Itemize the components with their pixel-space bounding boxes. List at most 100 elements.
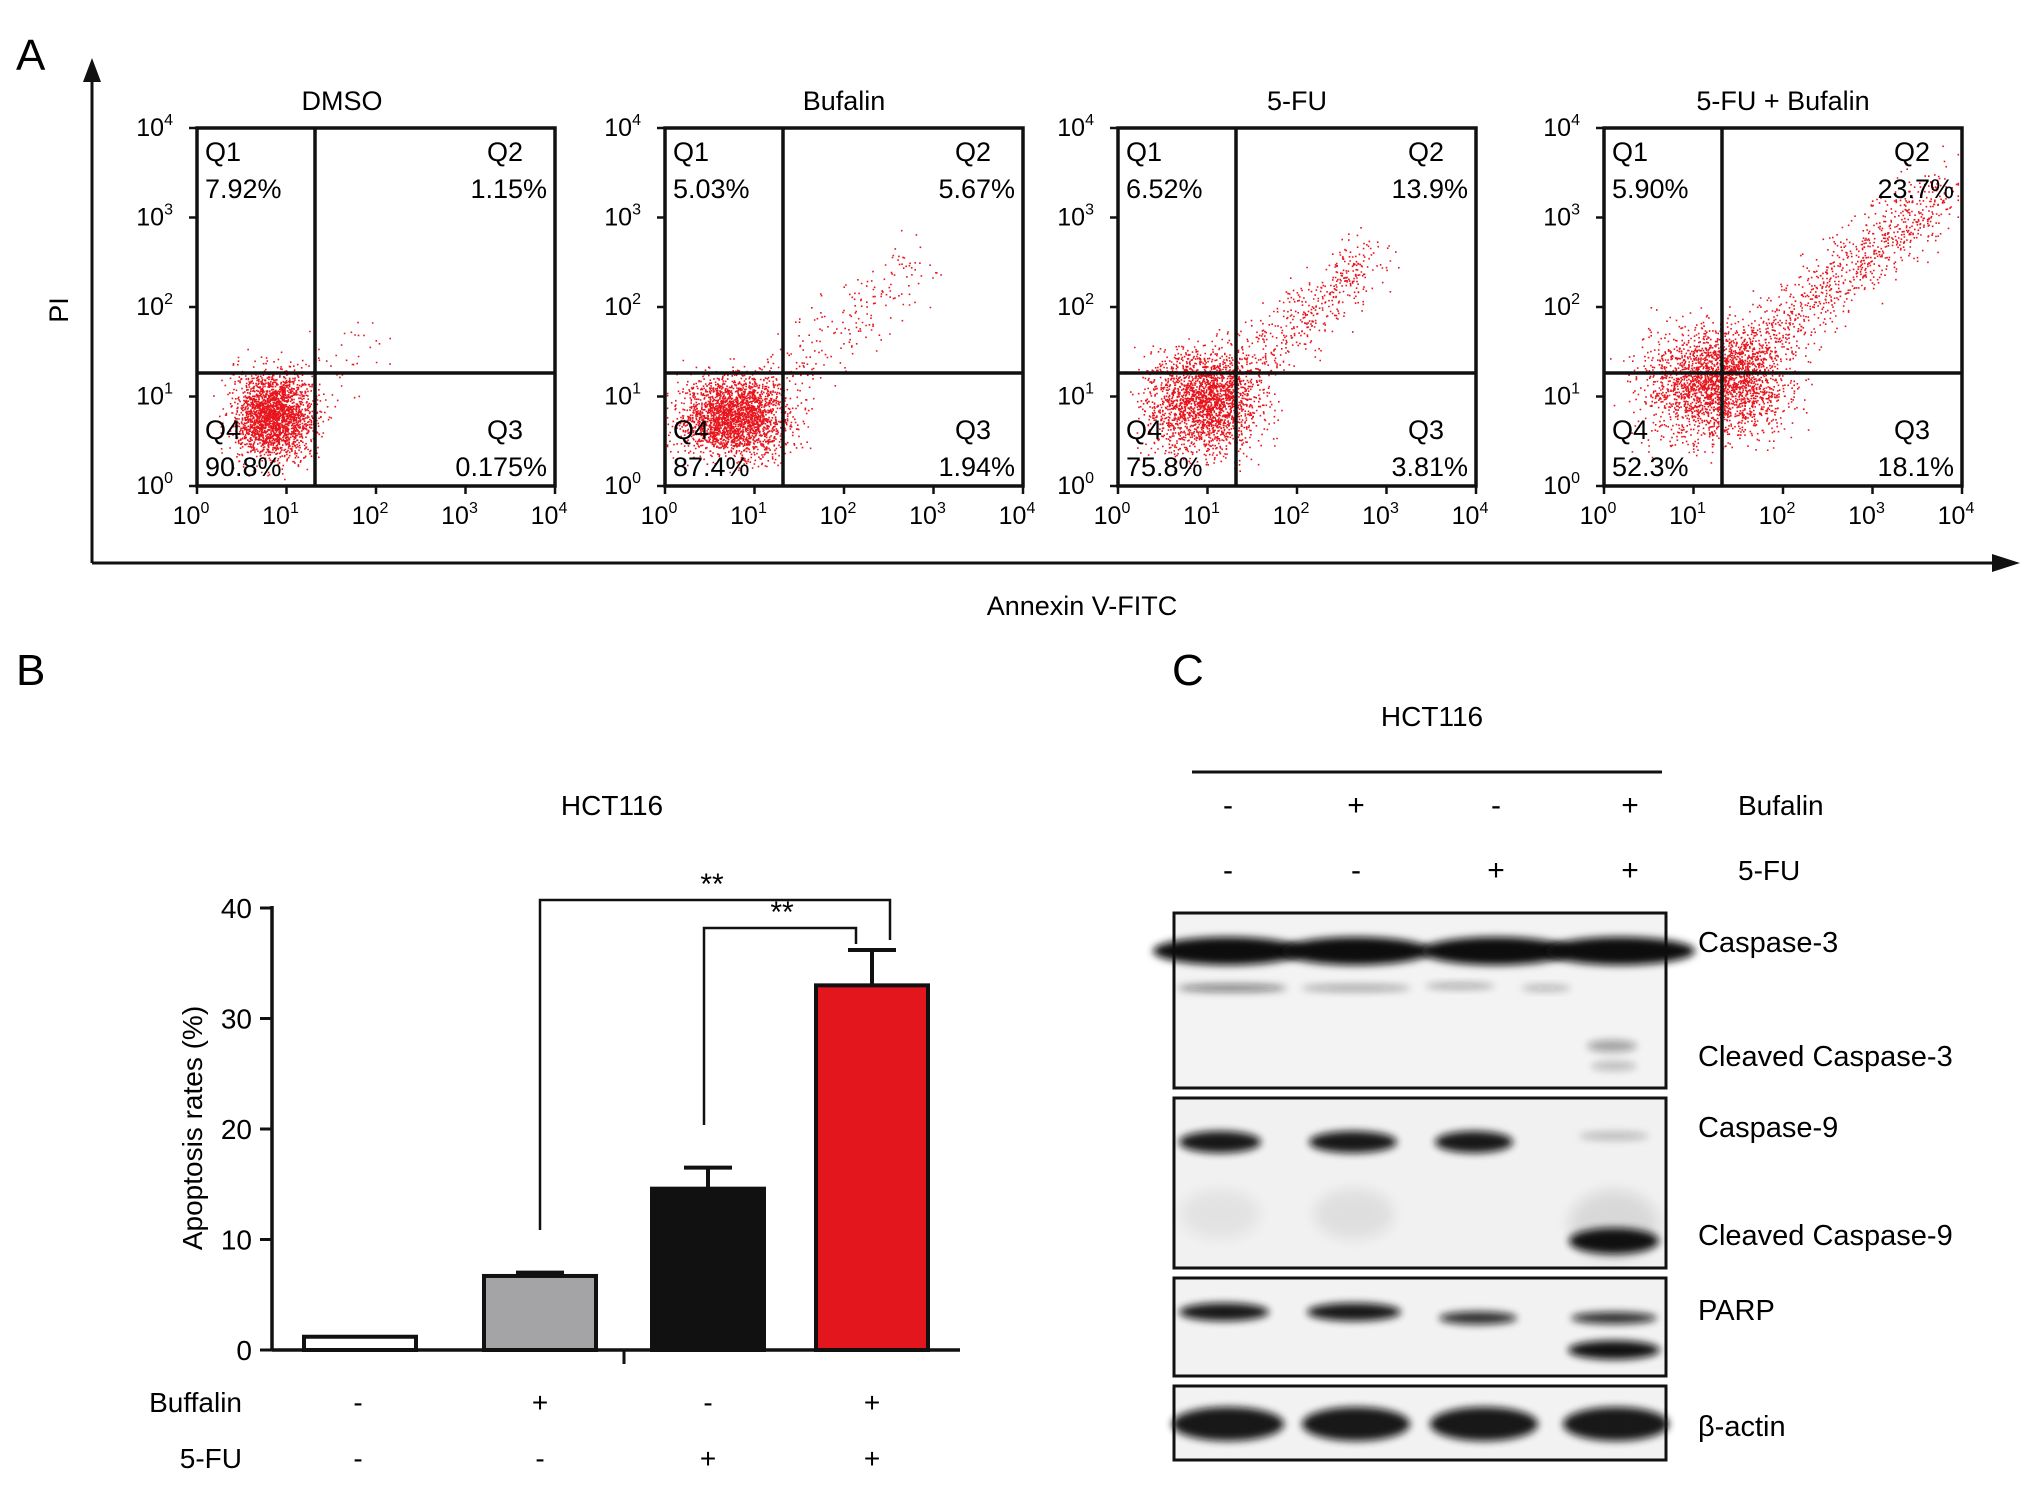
q2-name: Q2 (955, 137, 991, 167)
q2-name: Q2 (1894, 137, 1930, 167)
q3-value: 3.81% (1391, 452, 1468, 482)
y-tick-label: 100 (136, 470, 173, 500)
y-tick-label: 101 (604, 381, 641, 411)
blot-band (1563, 1407, 1669, 1441)
blot-band-label: β-actin (1698, 1411, 1786, 1443)
blot-band (1571, 1312, 1657, 1324)
blot-band (1579, 1132, 1649, 1140)
bar-treatment-label: 5-FU (180, 1443, 242, 1474)
bar-y-tick-label: 30 (221, 1004, 252, 1035)
q3-label: Q3 (487, 415, 523, 445)
panel-a-y-axis-label: PI (44, 297, 74, 323)
blot-band (1179, 1303, 1269, 1321)
x-tick-label: 101 (730, 500, 767, 530)
x-tick-label: 102 (820, 500, 857, 530)
blot-treatment-mark: + (1621, 789, 1639, 822)
q1-value: 5.03% (673, 174, 750, 204)
blot-treatment-mark: - (1223, 854, 1233, 887)
bar-treatment-mark: - (703, 1387, 712, 1418)
blot-band-label: Caspase-3 (1698, 927, 1838, 959)
x-tick-label: 104 (531, 500, 568, 530)
x-tick-label: 102 (352, 500, 389, 530)
q1-label: Q1 (673, 137, 709, 167)
blot-treatment-mark: + (1347, 789, 1365, 822)
q3-label: Q3 (955, 415, 991, 445)
y-tick-label: 103 (1543, 202, 1580, 232)
q2-value: 5.67% (938, 174, 1015, 204)
blot-treatment-mark: - (1491, 789, 1501, 822)
q4-label: Q4 (1612, 415, 1648, 445)
q1-label: Q1 (1612, 137, 1648, 167)
x-tick-label: 103 (1362, 500, 1399, 530)
q2-name: Q2 (487, 137, 523, 167)
y-tick-label: 100 (1057, 470, 1094, 500)
panel-b-title: HCT116 (561, 790, 663, 821)
blot-band (1435, 1131, 1513, 1153)
q1-value: 5.90% (1612, 174, 1689, 204)
blot-treatment-mark: - (1223, 789, 1233, 822)
x-tick-label: 104 (999, 500, 1036, 530)
x-tick-label: 100 (173, 500, 210, 530)
y-tick-label: 102 (1057, 291, 1094, 321)
panel-a-axes (90, 70, 1995, 565)
blot-band (1309, 1131, 1397, 1153)
blot-band (1172, 1407, 1284, 1441)
flow-plot-title: 5-FU (1267, 86, 1327, 116)
blot-band (1302, 1407, 1410, 1441)
panel-label-c: C (1172, 646, 1204, 695)
q1-value: 6.52% (1126, 174, 1203, 204)
flow-plots: DMSO100100101101102102103103104104Q17.92… (136, 86, 1974, 530)
y-tick-label: 102 (604, 291, 641, 321)
blot-band-label: Cleaved Caspase-3 (1698, 1041, 1953, 1073)
q2-value: 1.15% (470, 174, 547, 204)
blot-treatment-mark: + (1621, 854, 1639, 887)
blot-band (1425, 983, 1495, 989)
bar-treatment-mark: - (535, 1443, 544, 1474)
bar-y-tick-label: 10 (221, 1225, 252, 1256)
x-tick-label: 103 (909, 500, 946, 530)
significance-label: ** (770, 896, 794, 929)
blot-band (1179, 1131, 1261, 1153)
y-tick-label: 104 (1057, 112, 1094, 142)
blot-band (1430, 1407, 1538, 1441)
blot-membrane (1172, 1276, 1668, 1378)
x-tick-label: 103 (1848, 500, 1885, 530)
blot-band (1591, 1061, 1637, 1071)
bar-treatment-label: Buffalin (149, 1387, 242, 1418)
x-tick-label: 103 (441, 500, 478, 530)
q3-label: Q3 (1894, 415, 1930, 445)
blot-band (1301, 984, 1411, 992)
blot-band (1439, 1311, 1517, 1325)
y-tick-label: 103 (604, 202, 641, 232)
y-tick-label: 104 (136, 112, 173, 142)
y-tick-label: 101 (136, 381, 173, 411)
q4-value: 75.8% (1126, 452, 1203, 482)
significance-bracket (702, 926, 858, 1125)
x-tick-label: 100 (641, 500, 678, 530)
bar (650, 1186, 766, 1353)
blot-band (1314, 1189, 1394, 1239)
x-tick-label: 100 (1094, 500, 1131, 530)
q4-value: 52.3% (1612, 452, 1689, 482)
x-tick-label: 101 (1183, 500, 1220, 530)
bar (482, 1273, 598, 1352)
y-tick-label: 104 (604, 112, 641, 142)
blot-band-label: Caspase-9 (1698, 1112, 1838, 1144)
flow-dot-cloud (666, 229, 942, 474)
x-tick-label: 101 (1669, 500, 1706, 530)
flow-plot-title: Bufalin (803, 86, 886, 116)
blot-treatment-mark: - (1351, 854, 1361, 887)
blot-band (1587, 1040, 1637, 1052)
bar (302, 1334, 418, 1352)
q4-value: 90.8% (205, 452, 282, 482)
blot-band (1545, 937, 1695, 965)
q4-label: Q4 (205, 415, 241, 445)
panel-label-b: B (16, 646, 45, 695)
x-tick-label: 104 (1452, 500, 1489, 530)
bar-treatment-mark: + (864, 1443, 880, 1474)
flow-dot-cloud (213, 321, 391, 481)
